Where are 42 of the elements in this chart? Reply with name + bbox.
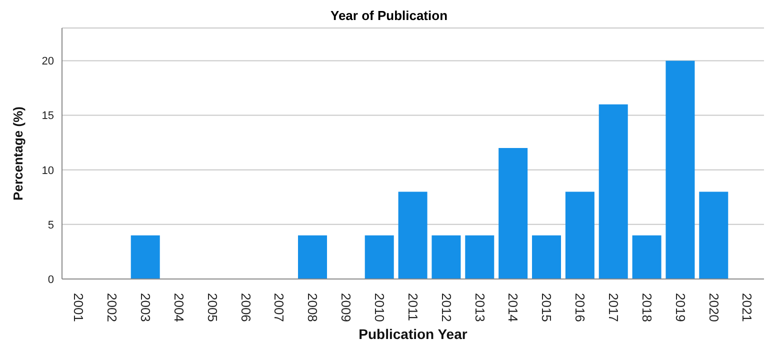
x-tick-label: 2008 (305, 293, 320, 322)
bar (498, 148, 528, 279)
bar (465, 235, 494, 279)
bar (130, 235, 160, 279)
y-tick-label: 0 (48, 274, 54, 286)
x-tick-label: 2017 (606, 293, 622, 322)
x-tick-label: 2002 (104, 293, 120, 322)
x-tick-label: 2006 (238, 293, 254, 322)
x-tick-label: 2010 (372, 293, 388, 322)
bar (666, 60, 695, 279)
x-tick-label: 2015 (539, 293, 554, 322)
bar (432, 235, 461, 279)
bar (598, 104, 628, 279)
y-tick-label: 20 (42, 56, 54, 68)
bar (565, 192, 594, 279)
x-tick-label: 2018 (639, 293, 654, 322)
chart-title: Year of Publication (329, 8, 449, 24)
x-tick-label: 2019 (672, 293, 688, 322)
x-tick-label: 2012 (438, 293, 454, 322)
bar (398, 192, 428, 279)
x-tick-label: 2016 (572, 293, 588, 322)
x-tick-label: 2005 (204, 293, 220, 322)
y-tick-label: 5 (48, 219, 54, 232)
x-tick-label: 2001 (71, 293, 86, 322)
bar (364, 235, 394, 279)
bar (699, 192, 728, 279)
x-tick-label: 2014 (506, 293, 521, 322)
bar (632, 235, 662, 279)
y-axis-title: Percentage (%) (10, 106, 26, 200)
x-tick-label: 2013 (472, 293, 488, 322)
x-tick-label: 2003 (138, 293, 154, 322)
y-tick-label: 10 (42, 164, 54, 177)
x-tick-label: 2007 (272, 293, 287, 322)
y-tick-label: 15 (42, 110, 54, 122)
bar (298, 235, 328, 279)
x-tick-label: 2020 (706, 293, 722, 322)
x-tick-label: 2004 (171, 293, 186, 322)
x-tick-label: 2011 (405, 293, 420, 321)
bar (532, 235, 562, 279)
x-axis-title: Publication Year (358, 326, 468, 342)
x-tick-label: 2009 (338, 293, 354, 322)
x-tick-label: 2021 (740, 293, 755, 322)
